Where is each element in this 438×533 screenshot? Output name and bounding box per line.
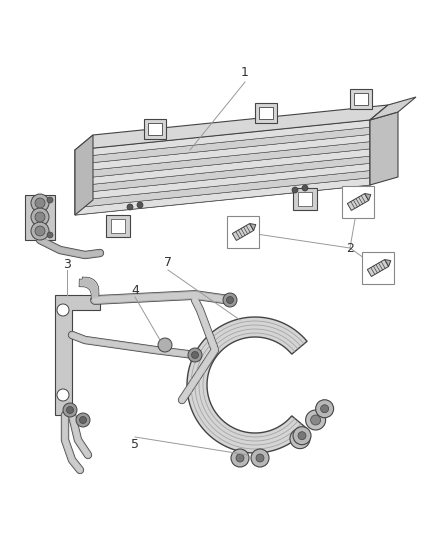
Polygon shape	[75, 120, 370, 157]
Polygon shape	[75, 156, 370, 193]
Circle shape	[306, 410, 325, 430]
Circle shape	[231, 449, 249, 467]
Polygon shape	[75, 149, 370, 186]
Polygon shape	[75, 163, 370, 200]
Circle shape	[298, 432, 306, 440]
Polygon shape	[350, 89, 372, 109]
Polygon shape	[250, 223, 256, 230]
Circle shape	[35, 198, 45, 208]
Circle shape	[236, 454, 244, 462]
Polygon shape	[367, 260, 389, 277]
Text: 1: 1	[241, 66, 249, 78]
Circle shape	[226, 296, 233, 303]
Circle shape	[223, 293, 237, 307]
Polygon shape	[75, 105, 388, 150]
Polygon shape	[25, 195, 55, 240]
Circle shape	[256, 454, 264, 462]
Circle shape	[31, 194, 49, 212]
Circle shape	[302, 185, 308, 191]
FancyBboxPatch shape	[362, 252, 394, 284]
FancyBboxPatch shape	[342, 186, 374, 218]
Polygon shape	[259, 107, 273, 118]
Polygon shape	[187, 317, 307, 453]
Polygon shape	[75, 127, 370, 165]
Text: 7: 7	[164, 255, 172, 269]
Polygon shape	[385, 260, 391, 266]
Polygon shape	[75, 178, 370, 215]
Polygon shape	[55, 295, 100, 415]
Polygon shape	[347, 193, 369, 211]
Circle shape	[47, 232, 53, 238]
Circle shape	[63, 403, 77, 417]
Circle shape	[76, 413, 90, 427]
Circle shape	[35, 226, 45, 236]
Polygon shape	[370, 97, 416, 120]
Polygon shape	[75, 134, 370, 172]
Circle shape	[137, 202, 143, 208]
Circle shape	[31, 208, 49, 226]
Circle shape	[57, 304, 69, 316]
Circle shape	[290, 429, 310, 449]
Polygon shape	[298, 192, 312, 206]
Circle shape	[321, 405, 328, 413]
Text: 2: 2	[346, 241, 354, 254]
Circle shape	[295, 434, 305, 443]
Polygon shape	[75, 120, 370, 215]
Circle shape	[316, 400, 334, 418]
Polygon shape	[111, 219, 125, 233]
Circle shape	[127, 204, 133, 210]
Polygon shape	[255, 102, 277, 123]
Polygon shape	[144, 118, 166, 139]
Polygon shape	[148, 123, 162, 134]
FancyBboxPatch shape	[227, 216, 259, 248]
Circle shape	[35, 212, 45, 222]
Circle shape	[311, 415, 321, 425]
Circle shape	[47, 197, 53, 203]
Polygon shape	[75, 171, 370, 208]
Circle shape	[191, 351, 198, 359]
Polygon shape	[75, 135, 93, 215]
Polygon shape	[370, 112, 398, 185]
Polygon shape	[232, 223, 254, 240]
Text: 3: 3	[63, 259, 71, 271]
Polygon shape	[75, 142, 370, 179]
Text: 4: 4	[131, 284, 139, 296]
Circle shape	[251, 449, 269, 467]
Circle shape	[80, 416, 86, 424]
Polygon shape	[370, 105, 388, 185]
Circle shape	[293, 427, 311, 445]
Circle shape	[31, 222, 49, 240]
Polygon shape	[365, 193, 371, 200]
Circle shape	[67, 407, 74, 414]
Circle shape	[292, 187, 298, 193]
Text: 5: 5	[131, 439, 139, 451]
Circle shape	[188, 348, 202, 362]
Circle shape	[158, 338, 172, 352]
Polygon shape	[354, 93, 368, 105]
Polygon shape	[106, 215, 130, 237]
Circle shape	[57, 389, 69, 401]
Polygon shape	[293, 188, 317, 210]
